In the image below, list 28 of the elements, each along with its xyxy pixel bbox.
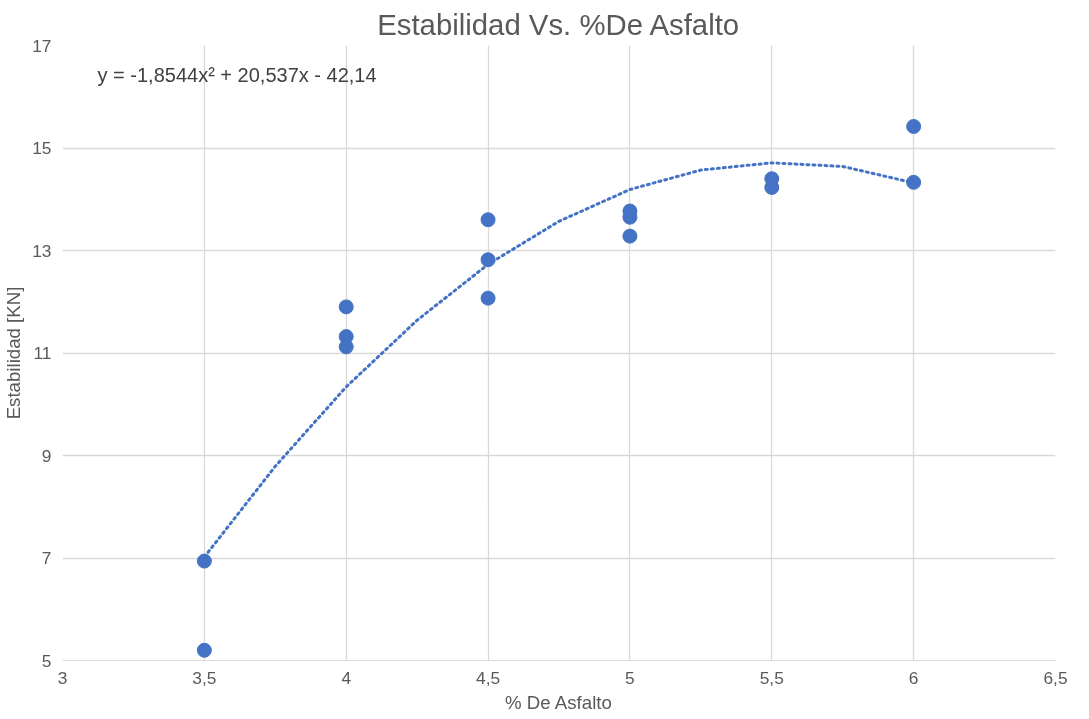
point (480, 212, 496, 228)
chart-title: Estabilidad Vs. %De Asfalto (377, 7, 740, 41)
x-tick-label: 6 (908, 667, 919, 688)
x-tick-label: 3,5 (192, 667, 217, 688)
y-tick-label: 5 (41, 650, 52, 671)
x-tick-label: 6,5 (1043, 667, 1068, 688)
point (906, 118, 922, 134)
x-tick-label: 5,5 (759, 667, 784, 688)
y-tick-label: 15 (32, 138, 52, 158)
x-tick-label: 4,5 (476, 667, 501, 688)
annotation: y = -1,8544x² + 20,537x - 42,14 (97, 63, 377, 86)
y-tick-label: 7 (41, 548, 52, 568)
point (338, 339, 354, 355)
x-tick-label: 5 (625, 667, 635, 688)
point (622, 228, 638, 244)
y-tick-label: 9 (41, 445, 52, 466)
point (196, 642, 212, 658)
point (338, 299, 354, 315)
y-tick-label: 13 (32, 240, 52, 261)
point (196, 553, 212, 569)
point (480, 290, 496, 306)
x-tick-label: 4 (341, 667, 352, 688)
y-tick-label: 11 (33, 343, 52, 363)
point (906, 174, 922, 190)
y-axis-title: Estabilidad [KN] (3, 286, 25, 420)
x-axis-title: % De Asfalto (505, 691, 612, 713)
y-tick-label: 17 (32, 35, 52, 56)
x-tick-label: 3 (57, 667, 68, 688)
